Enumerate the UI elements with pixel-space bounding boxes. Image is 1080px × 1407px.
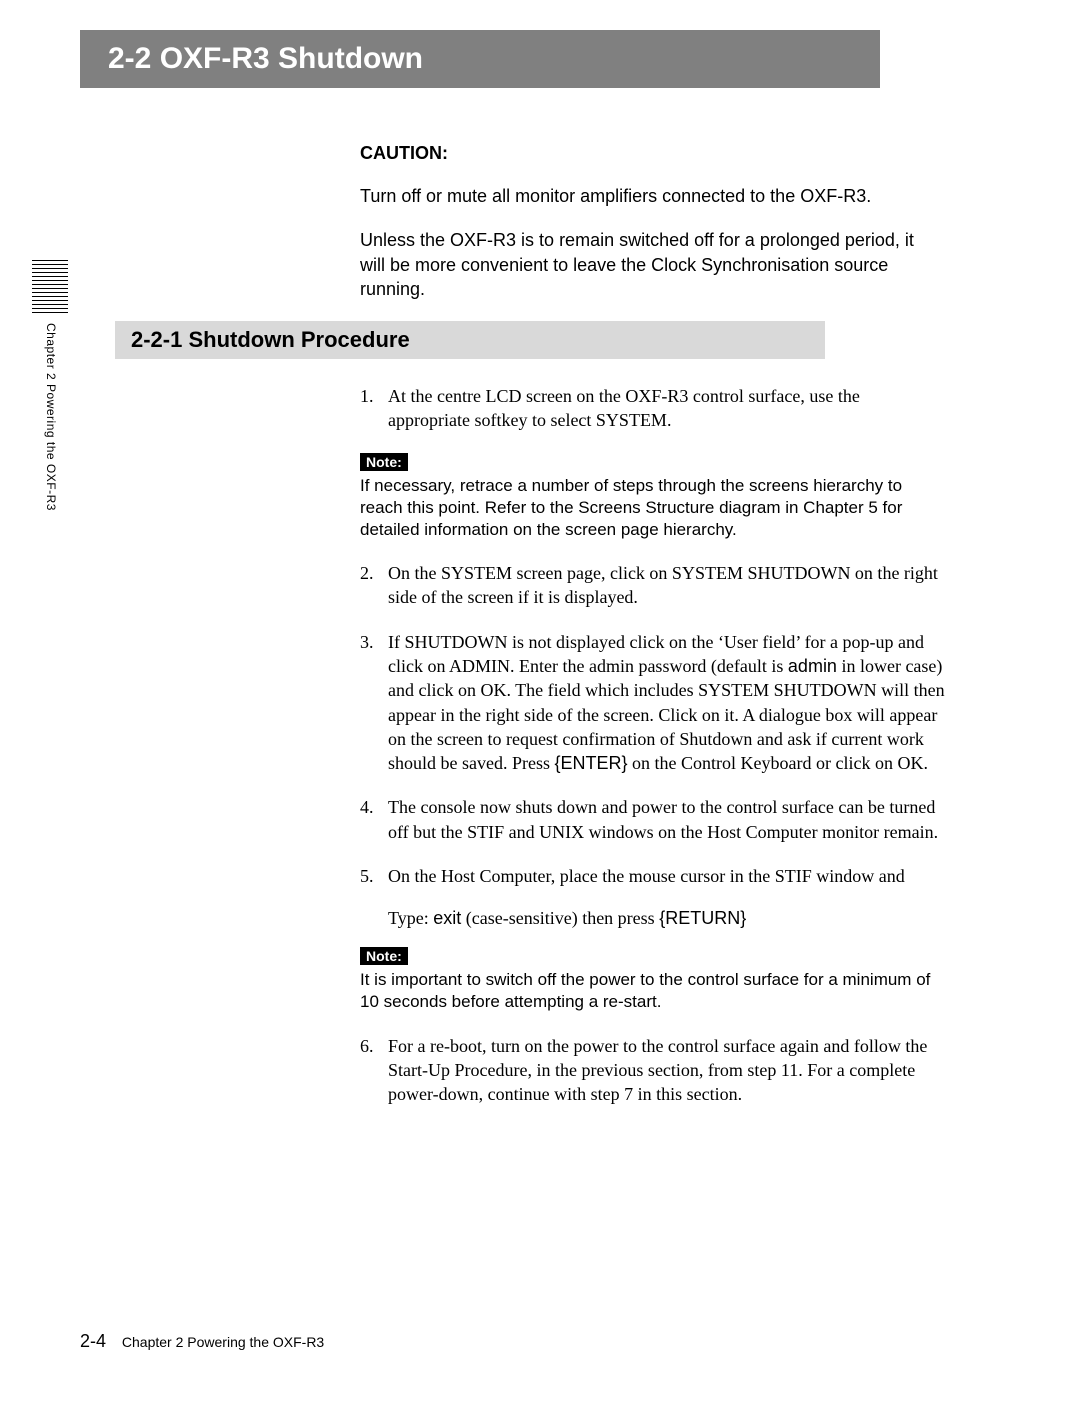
side-tab-text: Chapter 2 Powering the OXF-R3	[44, 323, 58, 511]
note-label-2: Note:	[360, 947, 408, 965]
note-2-text: It is important to switch off the power …	[360, 969, 945, 1013]
footer-text: Chapter 2 Powering the OXF-R3	[122, 1334, 324, 1350]
page-number: 2-4	[80, 1331, 106, 1351]
step-2: On the SYSTEM screen page, click on SYST…	[360, 561, 945, 610]
step-3: If SHUTDOWN is not displayed click on th…	[360, 630, 945, 776]
procedure-list-2: On the SYSTEM screen page, click on SYST…	[360, 561, 945, 888]
caution-text-1: Turn off or mute all monitor amplifiers …	[360, 184, 920, 208]
caution-text-2: Unless the OXF-R3 is to remain switched …	[360, 228, 920, 301]
type-line: Type: exit (case-sensitive) then press {…	[360, 908, 945, 929]
caution-block: CAUTION: Turn off or mute all monitor am…	[360, 143, 920, 301]
type-key: {RETURN}	[659, 908, 746, 928]
content-column: At the centre LCD screen on the OXF-R3 c…	[360, 384, 945, 1106]
note-2: Note: It is important to switch off the …	[360, 947, 945, 1013]
procedure-list: At the centre LCD screen on the OXF-R3 c…	[360, 384, 945, 433]
type-prefix: Type:	[388, 908, 433, 928]
type-cmd: exit	[433, 908, 461, 928]
page-footer: 2-4 Chapter 2 Powering the OXF-R3	[80, 1331, 324, 1352]
step-6: For a re-boot, turn on the power to the …	[360, 1034, 945, 1107]
type-mid: (case-sensitive) then press	[461, 908, 659, 928]
step-3c: on the Control Keyboard or click on OK.	[628, 753, 928, 773]
step-1: At the centre LCD screen on the OXF-R3 c…	[360, 384, 945, 433]
procedure-list-3: For a re-boot, turn on the power to the …	[360, 1034, 945, 1107]
step-5: On the Host Computer, place the mouse cu…	[360, 864, 945, 888]
step-3-enter: {ENTER}	[554, 753, 627, 773]
note-1-text: If necessary, retrace a number of steps …	[360, 475, 945, 541]
side-tab-lines	[32, 260, 68, 313]
side-tab: Chapter 2 Powering the OXF-R3	[30, 260, 70, 530]
step-4: The console now shuts down and power to …	[360, 795, 945, 844]
note-label: Note:	[360, 453, 408, 471]
section-banner: 2-2 OXF-R3 Shutdown	[80, 30, 880, 88]
subsection-title: 2-2-1 Shutdown Procedure	[115, 321, 825, 359]
caution-label: CAUTION:	[360, 143, 920, 164]
note-1: Note: If necessary, retrace a number of …	[360, 453, 945, 541]
page-body: 2-2 OXF-R3 Shutdown CAUTION: Turn off or…	[80, 0, 1000, 1407]
step-3-admin: admin	[788, 656, 837, 676]
